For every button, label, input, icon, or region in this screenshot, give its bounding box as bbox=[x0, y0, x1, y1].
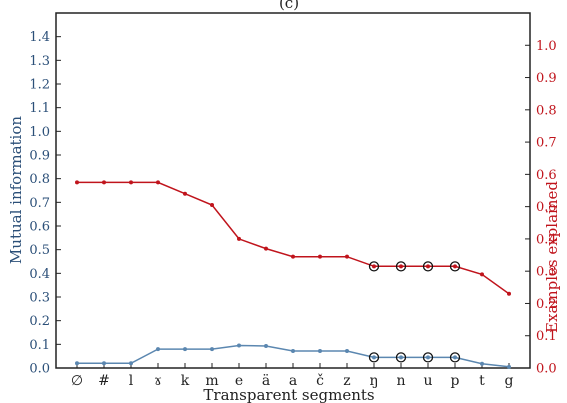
x-tick-label: ɤ bbox=[154, 373, 162, 389]
mutual-information-point bbox=[345, 348, 349, 353]
left-tick-label: 0.8 bbox=[29, 172, 50, 187]
mutual-information-point bbox=[372, 355, 376, 360]
mutual-information-point bbox=[75, 361, 79, 366]
examples-explained-point bbox=[156, 180, 160, 185]
right-tick-label: 0.6 bbox=[536, 168, 557, 183]
right-tick-label: 0.3 bbox=[536, 265, 557, 280]
right-tick-label: 1.0 bbox=[536, 39, 557, 54]
left-tick-label: 0.1 bbox=[29, 338, 50, 353]
right-tick-label: 0.5 bbox=[536, 200, 557, 215]
examples-explained-highlight-ring bbox=[422, 261, 434, 272]
examples-explained-point bbox=[318, 254, 322, 259]
examples-explained-point bbox=[372, 264, 376, 269]
x-tick-label: p bbox=[451, 373, 460, 389]
x-tick-label: z bbox=[343, 373, 350, 389]
left-tick-label: 0.2 bbox=[29, 314, 50, 329]
right-axis-ticks: 0.0 0.1 0.2 0.3 0.4 0.5 0.6 0.7 0.8 0.9 1.0 bbox=[525, 39, 557, 377]
examples-explained-point bbox=[426, 264, 430, 269]
x-tick-label: n bbox=[396, 373, 405, 389]
left-tick-label: 0.9 bbox=[29, 149, 50, 164]
mutual-information-point bbox=[318, 348, 322, 353]
x-tick-label: ∅ bbox=[71, 373, 83, 389]
mutual-information-highlight-ring bbox=[368, 352, 380, 363]
x-tick-label: e bbox=[235, 373, 243, 389]
right-tick-label: 0.2 bbox=[536, 297, 557, 312]
mutual-information-point bbox=[129, 361, 133, 366]
left-tick-label: 0.5 bbox=[29, 243, 50, 258]
left-tick-label: 0.4 bbox=[29, 267, 50, 282]
right-tick-label: 0.9 bbox=[536, 71, 557, 86]
examples-explained-point bbox=[129, 180, 133, 185]
examples-explained-point bbox=[183, 191, 187, 196]
x-tick-label: ŋ bbox=[369, 373, 378, 389]
left-tick-label: 1.0 bbox=[29, 125, 50, 140]
chart-title: (c) bbox=[279, 0, 299, 12]
mutual-information-point bbox=[507, 364, 511, 369]
examples-explained-point bbox=[210, 203, 214, 208]
examples-explained-highlight-ring bbox=[368, 261, 380, 272]
left-tick-label: 1.4 bbox=[29, 30, 50, 45]
left-tick-label: 0.3 bbox=[29, 291, 50, 306]
examples-explained-point bbox=[399, 264, 403, 269]
x-tick-label: č bbox=[316, 373, 324, 389]
mutual-information-point bbox=[453, 355, 457, 360]
examples-explained-point bbox=[507, 291, 511, 296]
x-axis-title: Transparent segments bbox=[203, 386, 374, 403]
mutual-information-highlight-ring bbox=[422, 352, 434, 363]
mutual-information-point bbox=[183, 347, 187, 352]
right-axis-title: Examples explained bbox=[543, 181, 561, 333]
mutual-information-point bbox=[237, 343, 241, 348]
mutual-information-point bbox=[264, 343, 268, 348]
right-tick-label: 0.4 bbox=[536, 232, 557, 247]
right-tick-label: 0.1 bbox=[536, 329, 557, 344]
mutual-information-point bbox=[291, 348, 295, 353]
x-tick-label: l bbox=[129, 373, 134, 389]
left-tick-label: 0.0 bbox=[29, 362, 50, 377]
examples-explained-point bbox=[237, 236, 241, 241]
left-tick-label: 0.7 bbox=[29, 196, 50, 211]
x-tick-label: k bbox=[181, 373, 190, 389]
right-tick-label: 0.0 bbox=[536, 362, 557, 377]
examples-explained-highlight-ring bbox=[449, 261, 461, 272]
left-axis-title: Mutual information bbox=[7, 116, 25, 264]
series-layer bbox=[75, 180, 511, 369]
examples-explained-point bbox=[102, 180, 106, 185]
mutual-information-point bbox=[210, 347, 214, 352]
x-tick-label: g bbox=[505, 373, 514, 389]
left-tick-label: 1.2 bbox=[29, 78, 50, 93]
left-tick-label: 1.1 bbox=[29, 101, 50, 116]
examples-explained-point bbox=[75, 180, 79, 185]
mutual-information-point bbox=[399, 355, 403, 360]
x-tick-label: u bbox=[423, 373, 432, 389]
right-tick-label: 0.7 bbox=[536, 136, 557, 151]
x-tick-label: ä bbox=[262, 373, 270, 389]
examples-explained-line bbox=[77, 181, 510, 295]
x-axis-ticks: ∅ # l ɤ k m e ä a č z ŋ n u p t g bbox=[71, 363, 514, 389]
left-tick-label: 0.6 bbox=[29, 220, 50, 235]
mutual-information-point bbox=[480, 361, 484, 366]
examples-explained-point bbox=[453, 264, 457, 269]
examples-explained-point bbox=[345, 254, 349, 259]
examples-explained-point bbox=[264, 246, 268, 251]
mutual-information-point bbox=[156, 347, 160, 352]
mutual-information-point bbox=[102, 361, 106, 366]
x-tick-label: a bbox=[289, 373, 297, 389]
mutual-information-highlight-ring bbox=[449, 352, 461, 363]
left-axis-ticks: 0.0 0.1 0.2 0.3 0.4 0.5 0.6 0.7 0.8 0.9 1.0 1.1 1.2 1… bbox=[29, 30, 61, 377]
mutual-information-highlight-ring bbox=[395, 352, 407, 363]
x-tick-label: m bbox=[205, 373, 218, 389]
right-tick-label: 0.8 bbox=[536, 103, 557, 118]
examples-explained-point bbox=[480, 272, 484, 277]
x-tick-label: # bbox=[98, 373, 110, 389]
examples-explained-highlight-ring bbox=[395, 261, 407, 272]
mutual-information-point bbox=[426, 355, 430, 360]
plot-frame bbox=[55, 12, 531, 369]
left-tick-label: 1.3 bbox=[29, 54, 50, 69]
examples-explained-point bbox=[291, 254, 295, 259]
x-tick-label: t bbox=[479, 373, 485, 389]
